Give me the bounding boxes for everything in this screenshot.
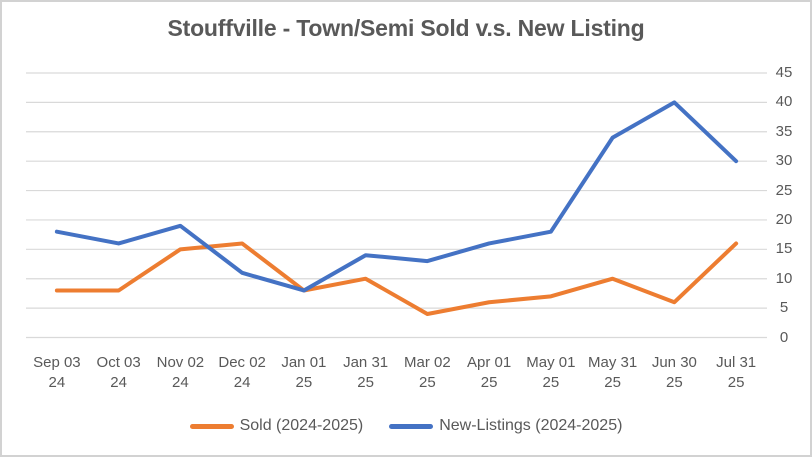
legend-label: Sold (2024-2025) [239,417,364,434]
x-axis-tick-label: Apr 01 25 [449,353,529,393]
series-line-new-listings-2024-2025 [54,100,739,293]
x-tick-date: May 01 [526,354,576,371]
x-tick-year: 25 [480,374,498,391]
x-axis-tick-label: May 31 25 [573,353,653,393]
legend-item-sold-2024-2025: Sold (2024-2025) [189,417,364,435]
x-tick-year: 25 [295,374,313,391]
x-tick-year: 25 [727,374,745,391]
x-tick-date: Mar 02 [404,354,451,371]
x-axis-tick-label: Dec 02 24 [202,353,282,393]
y-axis-tick-label: 30 [775,152,793,170]
x-tick-year: 25 [666,374,683,391]
y-axis-tick-label: 20 [775,210,793,228]
series-line-sold-2024-2025 [54,241,739,316]
x-axis-tick-label: Sep 03 24 [17,353,97,393]
y-axis-tick-label: 35 [775,122,793,140]
y-axis-tick-label: 5 [779,299,789,317]
legend-line-swatch [389,423,434,429]
y-axis-tick-label: 0 [779,328,789,346]
x-tick-date: Sep 03 [33,354,81,371]
x-tick-date: Jan 31 [343,354,389,371]
x-axis-tick-label: May 01 25 [511,353,591,393]
x-axis-tick-label: Jul 31 25 [696,353,776,393]
x-axis-tick-label: Jun 30 25 [634,353,714,393]
x-tick-date: Oct 03 [96,354,141,371]
x-tick-year: 25 [357,374,374,391]
x-axis-tick-label: Jan 01 25 [264,353,344,393]
x-axis-tick-label: Oct 03 24 [79,353,159,393]
chart-title: Stouffville - Town/Semi Sold v.s. New Li… [167,15,645,41]
x-tick-year: 24 [172,374,189,391]
y-axis-tick-label: 25 [775,181,793,199]
x-axis-tick-label: Mar 02 25 [387,353,467,393]
x-tick-date: Jun 30 [651,354,697,371]
x-tick-year: 25 [604,374,621,391]
x-tick-year: 25 [542,374,560,391]
x-tick-year: 24 [48,374,66,391]
x-axis-tick-label: Nov 02 24 [140,353,220,393]
y-axis-tick-label: 10 [775,269,793,287]
legend: Sold (2024-2025) New-Listings (2024-2025) [2,417,810,435]
x-tick-date: Dec 02 [218,354,266,371]
legend-label: New-Listings (2024-2025) [439,417,623,434]
x-tick-date: Nov 02 [156,354,205,371]
y-axis-tick-label: 40 [775,93,793,111]
legend-item-new-listings-2024-2025: New-Listings (2024-2025) [389,417,622,435]
y-axis-tick-label: 45 [775,64,793,81]
x-axis-tick-label: Jan 31 25 [326,353,406,393]
x-tick-year: 24 [233,374,251,391]
x-tick-year: 24 [110,374,127,391]
x-tick-date: Jul 31 [716,354,757,371]
y-axis-tick-label: 15 [775,240,793,258]
x-tick-date: May 31 [588,354,638,371]
x-tick-year: 25 [419,374,436,391]
legend-line-swatch [189,423,234,429]
x-tick-date: Jan 01 [281,354,327,371]
x-tick-date: Apr 01 [467,354,512,371]
